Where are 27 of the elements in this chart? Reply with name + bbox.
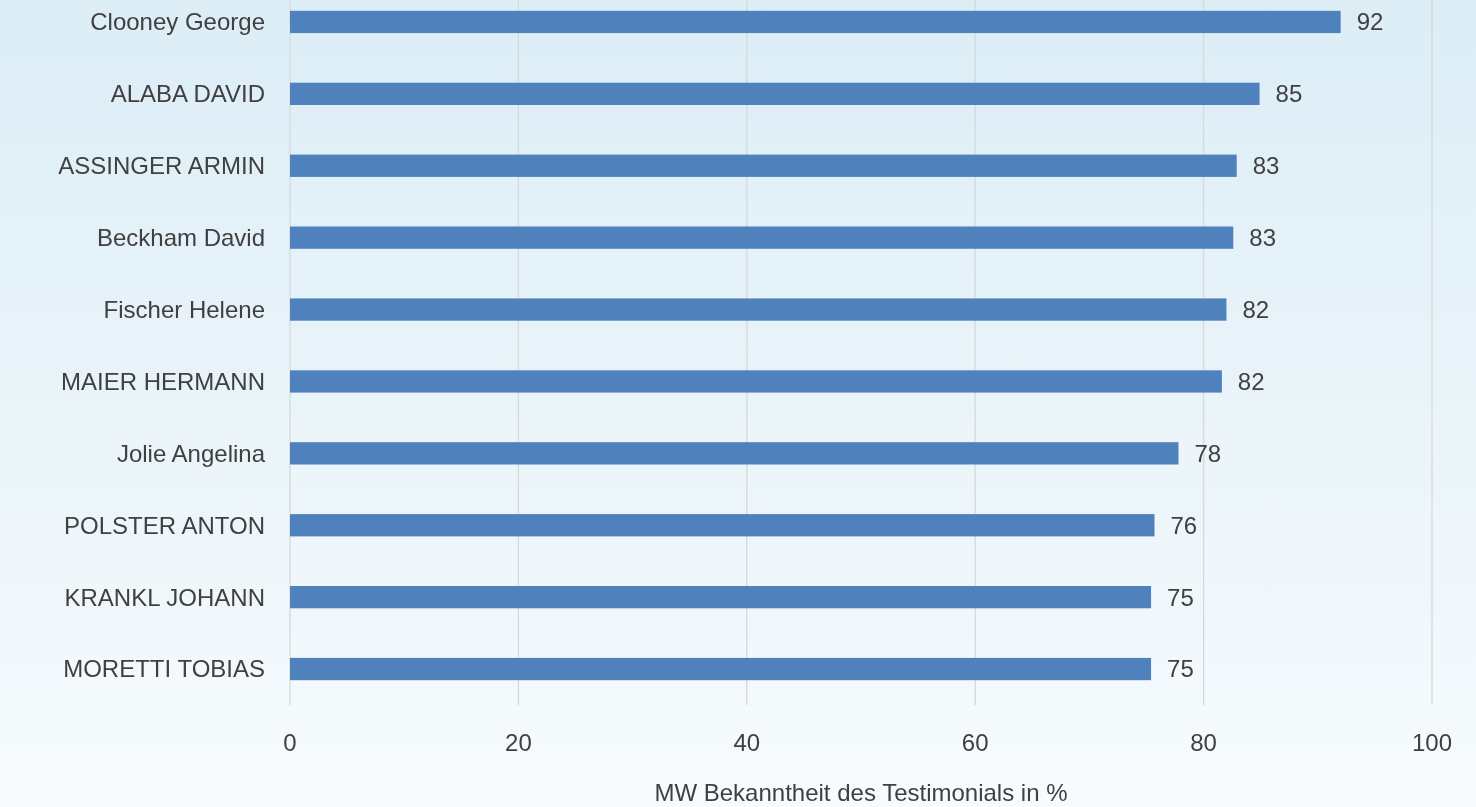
x-tick-label: 60 bbox=[961, 729, 989, 757]
data-label: 83 bbox=[1249, 224, 1276, 252]
x-tick-label: 100 bbox=[1411, 729, 1453, 757]
x-tick-label: 0 bbox=[283, 729, 297, 757]
data-label: 75 bbox=[1167, 655, 1194, 683]
y-tick-label: ASSINGER ARMIN bbox=[58, 152, 265, 180]
y-tick-label: Beckham David bbox=[96, 224, 265, 252]
data-label: 82 bbox=[1237, 367, 1265, 395]
y-tick-label: MAIER HERMANN bbox=[60, 367, 265, 395]
data-label: 92 bbox=[1356, 8, 1384, 36]
x-tick-label: 40 bbox=[733, 729, 761, 757]
x-axis-title: MW Bekanntheit des Testimonials in % bbox=[654, 779, 1068, 807]
y-tick-label: Clooney George bbox=[90, 8, 265, 36]
data-label: 83 bbox=[1252, 152, 1280, 180]
y-tick-label: Fischer Helene bbox=[103, 295, 265, 323]
y-tick-label: POLSTER ANTON bbox=[64, 511, 265, 539]
y-tick-label: KRANKL JOHANN bbox=[64, 583, 265, 611]
data-label: 82 bbox=[1242, 295, 1270, 323]
data-label: 76 bbox=[1170, 511, 1198, 539]
y-tick-label: Jolie Angelina bbox=[116, 439, 266, 467]
x-tick-label: 20 bbox=[505, 729, 532, 757]
data-label: 85 bbox=[1275, 80, 1303, 108]
x-tick-label: 80 bbox=[1190, 729, 1217, 757]
data-label: 78 bbox=[1194, 439, 1222, 467]
y-tick-label: ALABA DAVID bbox=[110, 80, 265, 108]
y-tick-label: MORETTI TOBIAS bbox=[63, 655, 265, 683]
data-label: 75 bbox=[1167, 583, 1194, 611]
